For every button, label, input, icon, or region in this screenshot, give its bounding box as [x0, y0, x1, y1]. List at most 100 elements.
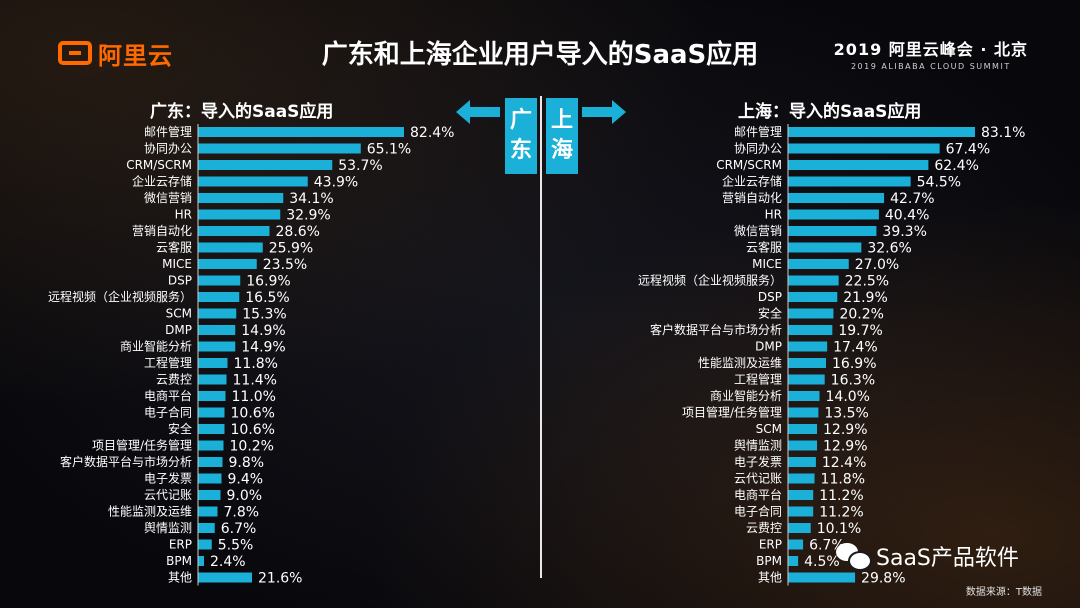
sh-bar [788, 407, 819, 418]
gd-bar [198, 407, 225, 418]
gd-value-label: 10.6% [231, 422, 275, 438]
sh-category-label: 客户数据平台与市场分析 [650, 322, 782, 337]
sh-bar [788, 473, 815, 484]
right-chart-title: 上海：导入的SaaS应用 [738, 102, 922, 122]
sh-value-label: 4.5% [804, 554, 840, 570]
sh-value-label: 42.7% [890, 191, 934, 207]
gd-category-label: DMP [165, 323, 192, 337]
logo-text: 阿里云 [98, 41, 173, 70]
gd-bar [198, 160, 333, 170]
sh-value-label: 11.2% [819, 505, 863, 521]
sh-category-label: 性能监测及运维 [698, 356, 782, 370]
sh-value-label: 6.7% [809, 538, 845, 554]
gd-bar [198, 127, 404, 137]
sh-category-label: 邮件管理 [734, 124, 782, 139]
gd-value-label: 16.9% [246, 274, 290, 290]
sh-bar [788, 391, 820, 401]
sh-category-label: 企业云存储 [722, 174, 782, 189]
gd-category-label: 邮件管理 [144, 124, 192, 139]
gd-bar [198, 572, 252, 583]
gd-value-label: 9.8% [229, 455, 265, 471]
summit-badge: 2019 阿里云峰会 · 北京 2019 ALIBABA CLOUD SUMMI… [834, 36, 1028, 71]
sh-category-label: 项目管理/任务管理 [682, 405, 782, 420]
sh-bar [788, 242, 862, 253]
gd-value-label: 9.4% [228, 472, 264, 488]
sh-value-label: 10.1% [817, 521, 861, 537]
guangdong-bar-chart: 邮件管理 82.4% 协同办公 65.1% CRM/SCRM 53.7% 企业云存储 43.9… [48, 124, 454, 587]
sh-category-label: 商业智能分析 [710, 388, 782, 403]
sh-bar [788, 226, 877, 236]
gd-bar [198, 457, 223, 467]
gd-category-label: 性能监测及运维 [108, 505, 192, 519]
sh-category-label: 安全 [758, 306, 782, 321]
sh-bar [788, 160, 929, 170]
gd-category-label: 电子合同 [144, 405, 192, 420]
sh-category-label: BPM [756, 554, 782, 568]
gd-bar [198, 308, 237, 319]
sh-bar [788, 374, 825, 385]
gd-value-label: 2.4% [210, 554, 246, 570]
sh-bar [788, 341, 828, 352]
gd-bar [198, 226, 270, 236]
sh-bar [788, 308, 834, 319]
gd-value-label: 21.6% [258, 571, 302, 587]
gd-value-label: 28.6% [276, 224, 320, 240]
page-title: 广东和上海企业用户导入的SaaS应用 [321, 40, 759, 70]
sh-bar [788, 292, 838, 302]
sh-category-label: DSP [758, 290, 782, 304]
sh-value-label: 83.1% [981, 125, 1025, 141]
gd-bar [198, 292, 240, 302]
sh-value-label: 12.4% [822, 455, 866, 471]
watermark-text: SaaS产品软件 [876, 546, 1019, 571]
sh-value-label: 22.5% [845, 274, 889, 290]
gd-value-label: 15.3% [242, 307, 286, 323]
sh-bar [788, 556, 799, 566]
gd-category-label: DSP [168, 274, 192, 288]
gd-bar [198, 259, 257, 269]
sh-bar [788, 523, 811, 533]
sh-category-label: 云费控 [746, 521, 782, 535]
gd-bar [198, 490, 221, 500]
summit-main-text: 2019 阿里云峰会 · 北京 [833, 40, 1028, 59]
sh-bar [788, 209, 879, 220]
gd-bar [198, 193, 284, 203]
gd-category-label: MICE [162, 257, 192, 271]
left-city-badge: 广东 [505, 98, 537, 174]
sh-value-label: 13.5% [824, 406, 868, 422]
gd-bar [198, 358, 228, 368]
sh-bar [788, 358, 827, 368]
gd-value-label: 16.5% [245, 290, 289, 306]
gd-category-label: HR [175, 208, 192, 222]
sh-bar [788, 506, 814, 517]
gd-category-label: 营销自动化 [132, 224, 192, 238]
sh-category-label: 营销自动化 [722, 191, 782, 205]
sh-bar [788, 176, 911, 187]
sh-category-label: 远程视频（企业视频服务） [638, 273, 782, 288]
gd-category-label: 云费控 [156, 373, 192, 387]
gd-value-label: 82.4% [410, 125, 454, 141]
sh-category-label: 云客服 [746, 240, 782, 255]
sh-bar [788, 259, 849, 269]
sh-category-label: 电子发票 [734, 454, 782, 469]
sh-category-label: DMP [755, 340, 782, 354]
gd-bar [198, 556, 204, 566]
gd-bar [198, 523, 215, 533]
wechat-icon [836, 543, 872, 571]
gd-value-label: 10.2% [230, 439, 274, 455]
sh-category-label: CRM/SCRM [716, 158, 782, 172]
wechat-watermark: SaaS产品软件 [836, 540, 1019, 572]
sh-value-label: 27.0% [855, 257, 899, 273]
sh-category-label: SCM [756, 422, 782, 436]
gd-value-label: 23.5% [263, 257, 307, 273]
gd-bar [198, 374, 227, 385]
sh-bar [788, 143, 940, 154]
gd-category-label: 其他 [168, 571, 192, 585]
alibaba-cloud-logo: 阿里云 [58, 38, 173, 70]
gd-category-label: 电子发票 [144, 471, 192, 486]
gd-category-label: 企业云存储 [132, 174, 192, 189]
gd-category-label: SCM [166, 307, 192, 321]
gd-value-label: 32.9% [286, 208, 330, 224]
gd-category-label: 工程管理 [144, 355, 192, 370]
center-divider [540, 96, 542, 578]
sh-value-label: 29.8% [861, 571, 905, 587]
